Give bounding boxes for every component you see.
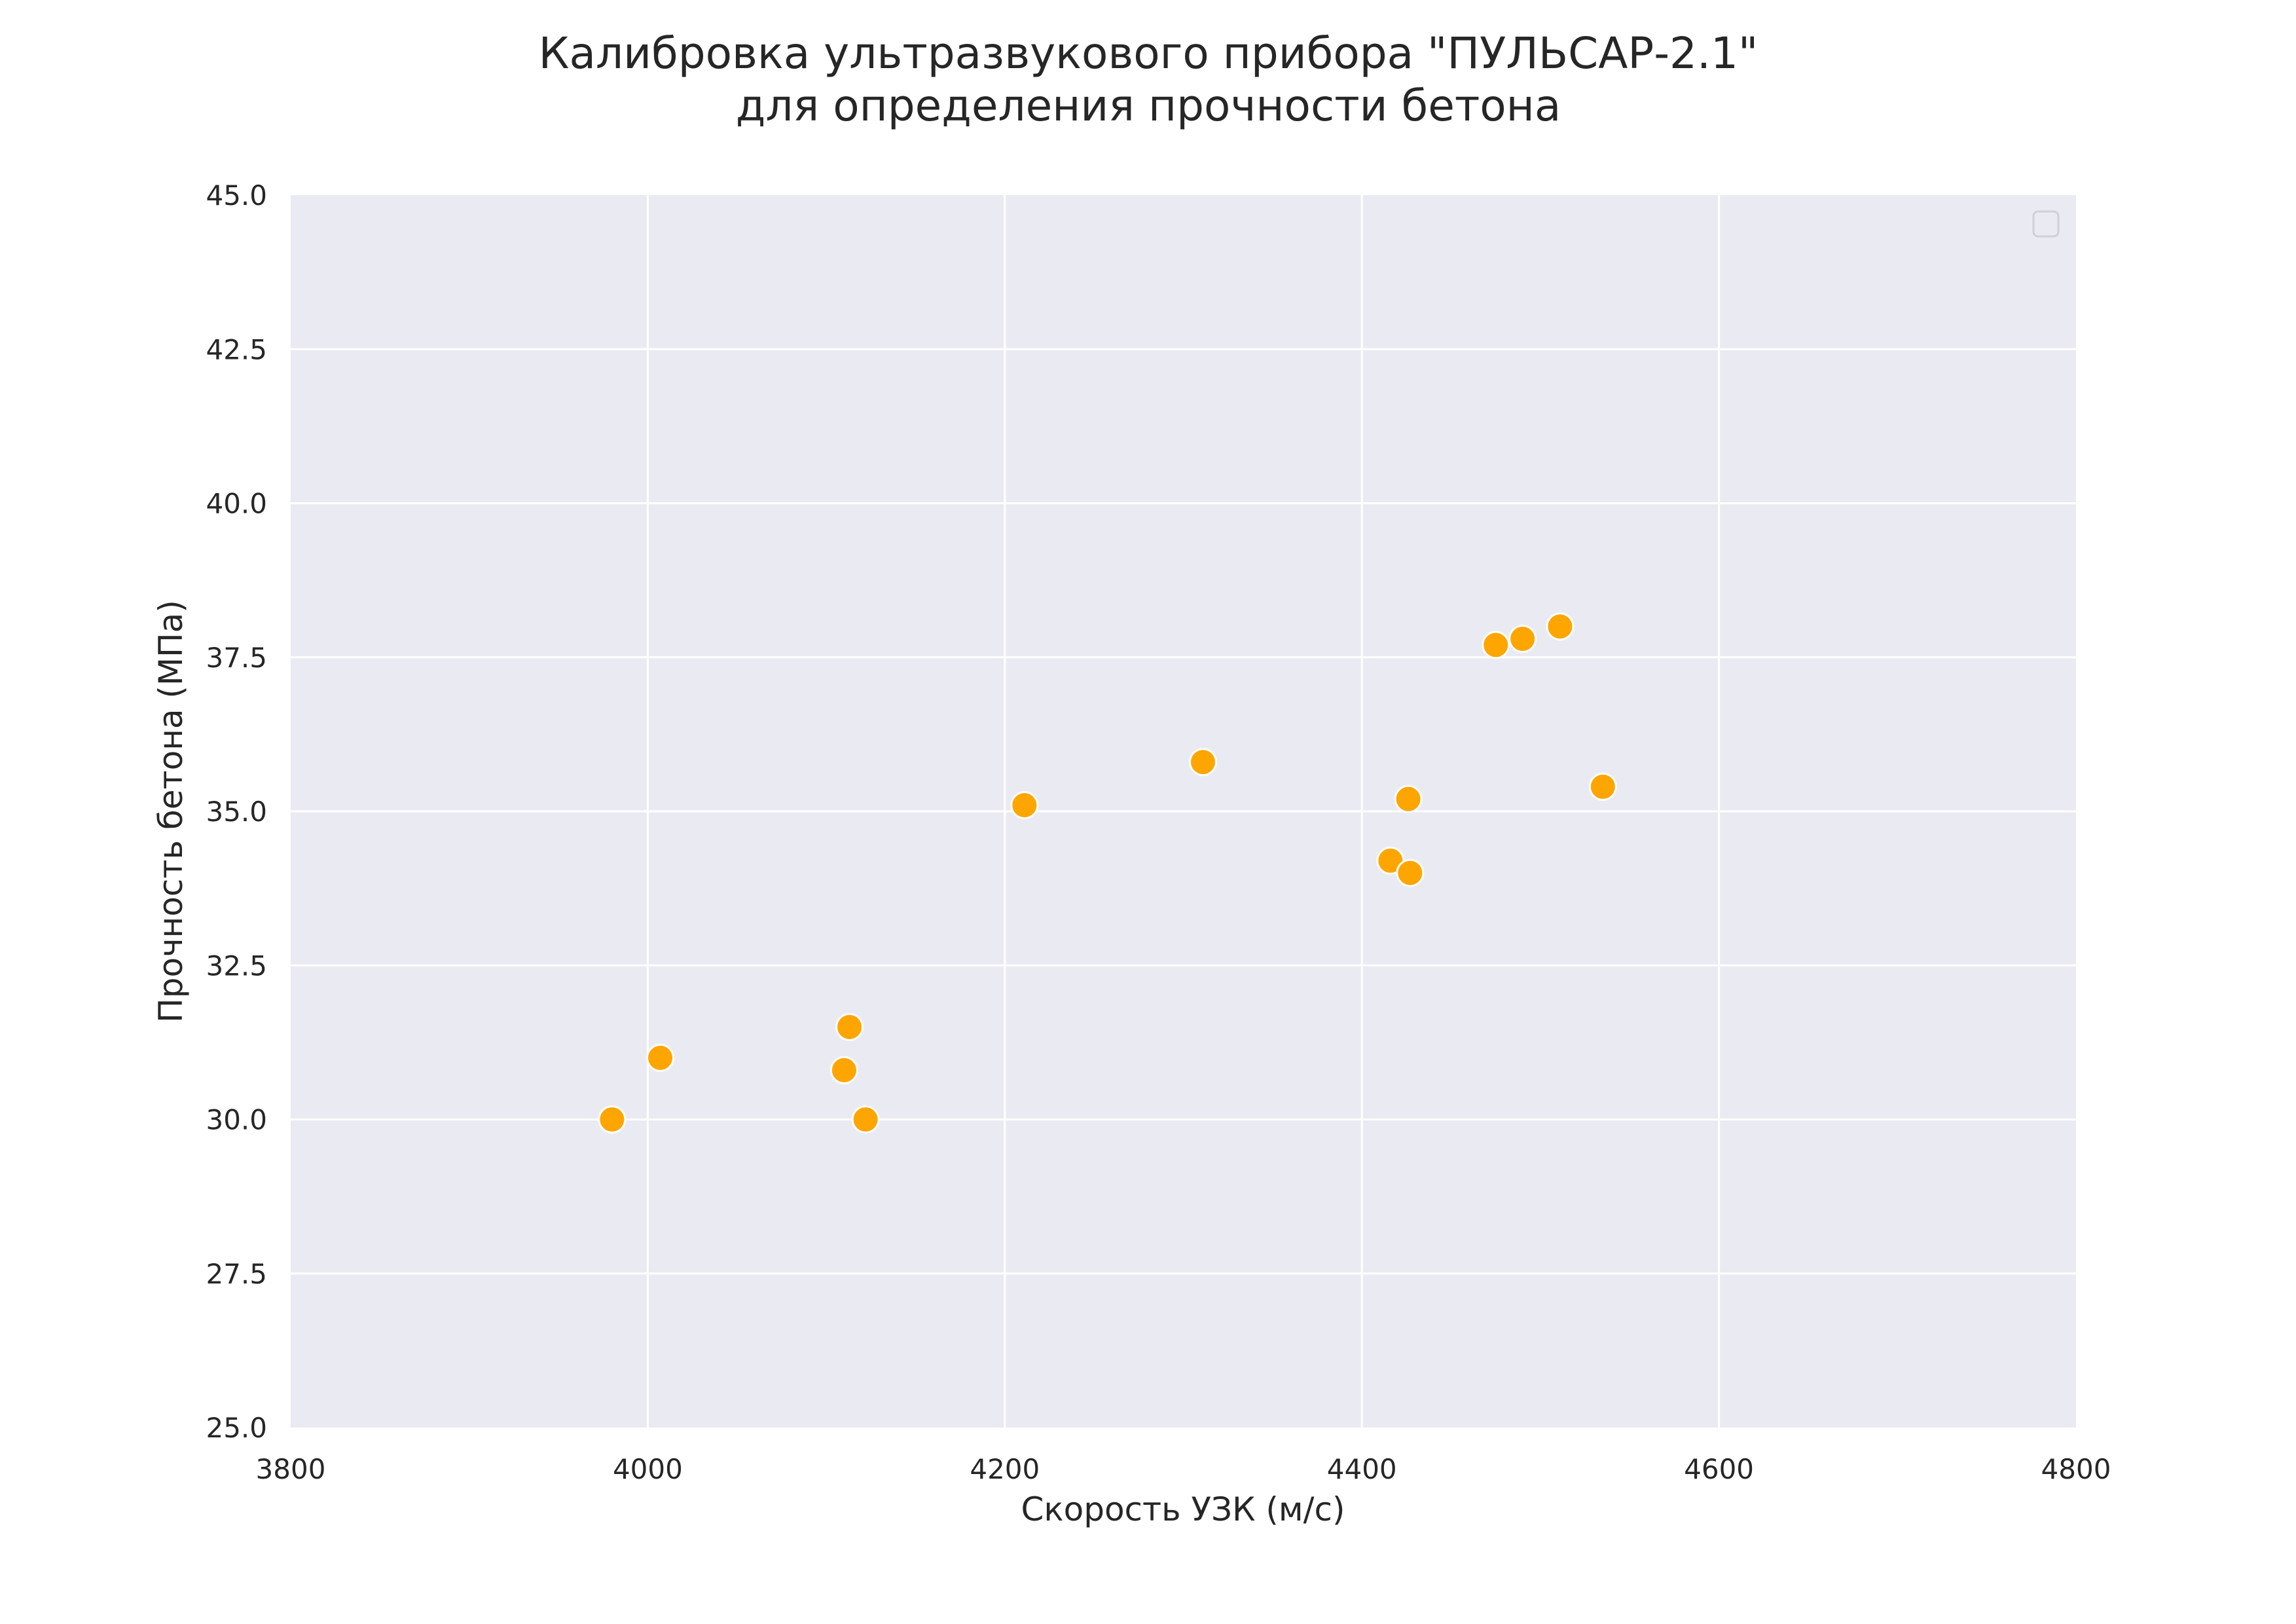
y-tick-label: 32.5 xyxy=(206,950,267,982)
scatter-points xyxy=(598,612,1617,1134)
y-tick-label: 30.0 xyxy=(206,1104,267,1136)
scatter-point xyxy=(1508,625,1537,654)
scatter-point xyxy=(1546,612,1575,641)
chart-title-line-1: Калибровка ультразвукового прибора "ПУЛЬ… xyxy=(539,28,1758,79)
y-tick-label: 35.0 xyxy=(206,796,267,828)
y-axis-label: Прочность бетона (МПа) xyxy=(152,600,190,1023)
y-tick-label: 25.0 xyxy=(206,1412,267,1444)
x-tick-label: 3800 xyxy=(256,1453,326,1485)
x-tick-label: 4000 xyxy=(613,1453,683,1485)
y-tick-label: 40.0 xyxy=(206,488,267,520)
scatter-point xyxy=(829,1056,858,1084)
scatter-point xyxy=(1588,772,1617,801)
scatter-point xyxy=(1396,858,1425,887)
scatter-point xyxy=(835,1012,864,1041)
y-tick-labels: 25.0 27.5 30.0 32.5 35.0 37.5 40.0 42.5 45.0 xyxy=(206,179,267,1444)
x-tick-label: 4200 xyxy=(970,1453,1040,1485)
x-tick-label: 4600 xyxy=(1684,1453,1754,1485)
x-tick-labels: 3800 4000 4200 4400 4600 4800 xyxy=(256,1453,2111,1485)
y-tick-label: 37.5 xyxy=(206,642,267,674)
scatter-point xyxy=(1482,631,1510,659)
x-axis-label: Скорость УЗК (м/с) xyxy=(1021,1490,1345,1528)
y-tick-label: 27.5 xyxy=(206,1258,267,1290)
scatter-point xyxy=(1010,791,1039,820)
legend-box xyxy=(2032,210,2060,238)
chart-title-line-2: для определения прочности бетона xyxy=(736,81,1561,131)
y-tick-label: 45.0 xyxy=(206,179,267,212)
scatter-point xyxy=(1394,784,1423,813)
grid-lines xyxy=(291,195,2076,1428)
x-tick-label: 4800 xyxy=(2041,1453,2111,1485)
x-tick-label: 4400 xyxy=(1327,1453,1397,1485)
scatter-point xyxy=(851,1105,880,1134)
scatter-point xyxy=(646,1043,674,1072)
y-tick-label: 42.5 xyxy=(206,333,267,365)
scatter-point xyxy=(598,1105,627,1134)
scatter-point xyxy=(1188,748,1217,777)
